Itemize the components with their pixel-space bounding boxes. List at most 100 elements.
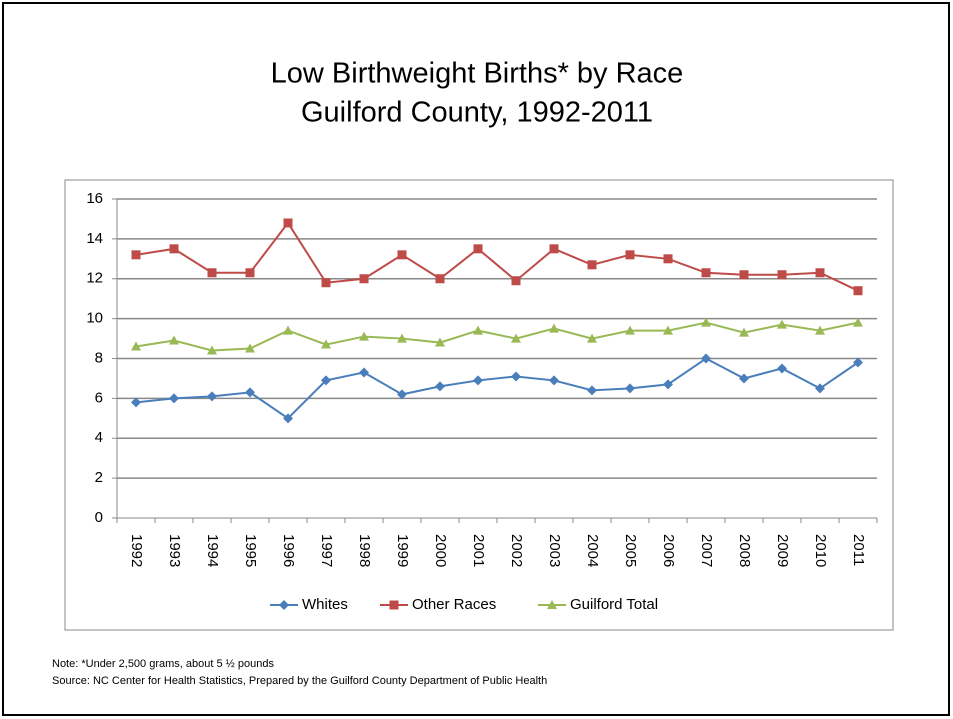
x-tick-label: 2010	[812, 534, 829, 567]
x-tick-label: 1995	[242, 534, 259, 567]
data-point	[207, 345, 217, 355]
data-point	[739, 270, 749, 280]
data-point	[511, 333, 521, 343]
x-tick-label: 2001	[470, 534, 487, 567]
series-line	[135, 321, 859, 352]
data-point	[321, 278, 331, 288]
x-tick-label: 2011	[850, 534, 867, 566]
data-point	[587, 385, 597, 396]
data-point	[549, 375, 559, 386]
data-point	[321, 375, 331, 386]
data-point	[169, 393, 179, 404]
data-point	[739, 327, 749, 337]
data-point	[283, 218, 293, 228]
data-point	[245, 268, 255, 278]
chart-subtitle: Guilford County, 1992-2011	[301, 97, 653, 129]
x-tick-label: 2006	[660, 534, 677, 567]
x-tick-label: 2005	[622, 534, 639, 567]
data-point	[587, 333, 597, 343]
x-tick-label: 2007	[698, 534, 715, 567]
y-tick-label: 8	[95, 349, 103, 366]
data-point	[397, 389, 407, 400]
series-line	[135, 221, 859, 292]
chart-title: Low Birthweight Births* by Race	[271, 58, 684, 90]
x-tick-label: 2008	[736, 534, 753, 567]
x-tick-label: 1999	[394, 534, 411, 567]
data-point	[777, 270, 787, 280]
data-point	[321, 339, 331, 349]
note: Note: *Under 2,500 grams, about 5 ½ poun…	[52, 658, 274, 670]
data-point	[853, 317, 863, 327]
data-point	[435, 381, 445, 392]
data-point	[511, 371, 521, 382]
data-point	[359, 331, 369, 341]
data-point	[207, 268, 217, 278]
chart-frame	[64, 179, 894, 631]
data-point	[397, 333, 407, 343]
legend-label: Other Races	[412, 596, 496, 613]
x-tick-label: 2003	[546, 534, 563, 567]
y-tick-label: 4	[95, 429, 103, 446]
legend-marker	[279, 600, 289, 610]
data-point	[359, 367, 369, 378]
data-point	[283, 413, 293, 424]
y-tick-label: 10	[86, 310, 103, 327]
data-point	[853, 357, 863, 368]
data-point	[245, 343, 255, 353]
data-point	[625, 250, 635, 260]
x-tick-label: 1998	[356, 534, 373, 567]
data-point	[131, 250, 141, 260]
data-point	[815, 325, 825, 335]
data-point	[169, 244, 179, 254]
y-tick-label: 14	[86, 230, 103, 247]
data-point	[815, 383, 825, 394]
data-point	[511, 276, 521, 286]
series-line	[135, 357, 859, 420]
data-point	[283, 325, 293, 335]
legend-marker	[389, 600, 399, 610]
y-tick-label: 6	[95, 389, 103, 406]
x-tick-label: 1992	[128, 534, 145, 567]
legend-item: Guilford Total	[538, 596, 658, 613]
data-point	[359, 274, 369, 284]
legend-label: Guilford Total	[570, 596, 658, 613]
data-point	[815, 268, 825, 278]
data-point	[549, 244, 559, 254]
data-point	[473, 375, 483, 386]
legend-label: Whites	[302, 596, 348, 613]
data-point	[397, 250, 407, 260]
legend-marker	[547, 600, 557, 609]
data-point	[435, 274, 445, 284]
data-point	[701, 317, 711, 327]
data-point	[131, 397, 141, 408]
y-tick-label: 0	[95, 509, 103, 526]
y-tick-label: 2	[95, 469, 103, 486]
data-point	[473, 244, 483, 254]
data-point	[625, 325, 635, 335]
data-point	[473, 325, 483, 335]
data-point	[625, 383, 635, 394]
data-point	[853, 286, 863, 296]
data-point	[739, 373, 749, 384]
data-point	[701, 353, 711, 364]
data-point	[549, 323, 559, 333]
data-point	[663, 325, 673, 335]
x-tick-label: 2000	[432, 534, 449, 567]
data-point	[777, 363, 787, 374]
data-point	[777, 319, 787, 329]
legend-item: Whites	[270, 596, 348, 613]
data-point	[663, 379, 673, 390]
y-tick-label: 12	[86, 270, 103, 287]
data-point	[207, 391, 217, 402]
data-point	[131, 341, 141, 351]
data-point	[663, 254, 673, 264]
data-point	[701, 268, 711, 278]
data-point	[435, 337, 445, 347]
x-tick-label: 1994	[204, 534, 221, 567]
data-point	[587, 260, 597, 270]
x-tick-label: 1997	[318, 534, 335, 567]
data-point	[245, 387, 255, 398]
data-point	[169, 335, 179, 345]
